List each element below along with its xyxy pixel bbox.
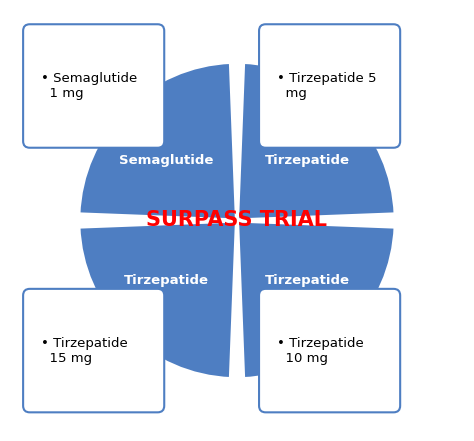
Text: • Semaglutide
  1 mg: • Semaglutide 1 mg bbox=[41, 72, 137, 100]
Text: Tirzepatide: Tirzepatide bbox=[265, 154, 350, 168]
FancyBboxPatch shape bbox=[259, 289, 400, 412]
FancyBboxPatch shape bbox=[23, 24, 164, 148]
Wedge shape bbox=[237, 220, 396, 379]
Text: Tirzepatide: Tirzepatide bbox=[265, 273, 350, 287]
Text: • Tirzepatide 5
  mg: • Tirzepatide 5 mg bbox=[277, 72, 376, 100]
FancyBboxPatch shape bbox=[23, 289, 164, 412]
Text: SURPASS TRIAL: SURPASS TRIAL bbox=[146, 210, 328, 231]
Wedge shape bbox=[78, 220, 237, 379]
Wedge shape bbox=[237, 62, 396, 220]
Text: • Tirzepatide
  10 mg: • Tirzepatide 10 mg bbox=[277, 336, 364, 365]
Text: Semaglutide: Semaglutide bbox=[119, 154, 214, 168]
Wedge shape bbox=[78, 62, 237, 220]
FancyBboxPatch shape bbox=[259, 24, 400, 148]
Text: Tirzepatide: Tirzepatide bbox=[124, 273, 209, 287]
Text: • Tirzepatide
  15 mg: • Tirzepatide 15 mg bbox=[41, 336, 128, 365]
